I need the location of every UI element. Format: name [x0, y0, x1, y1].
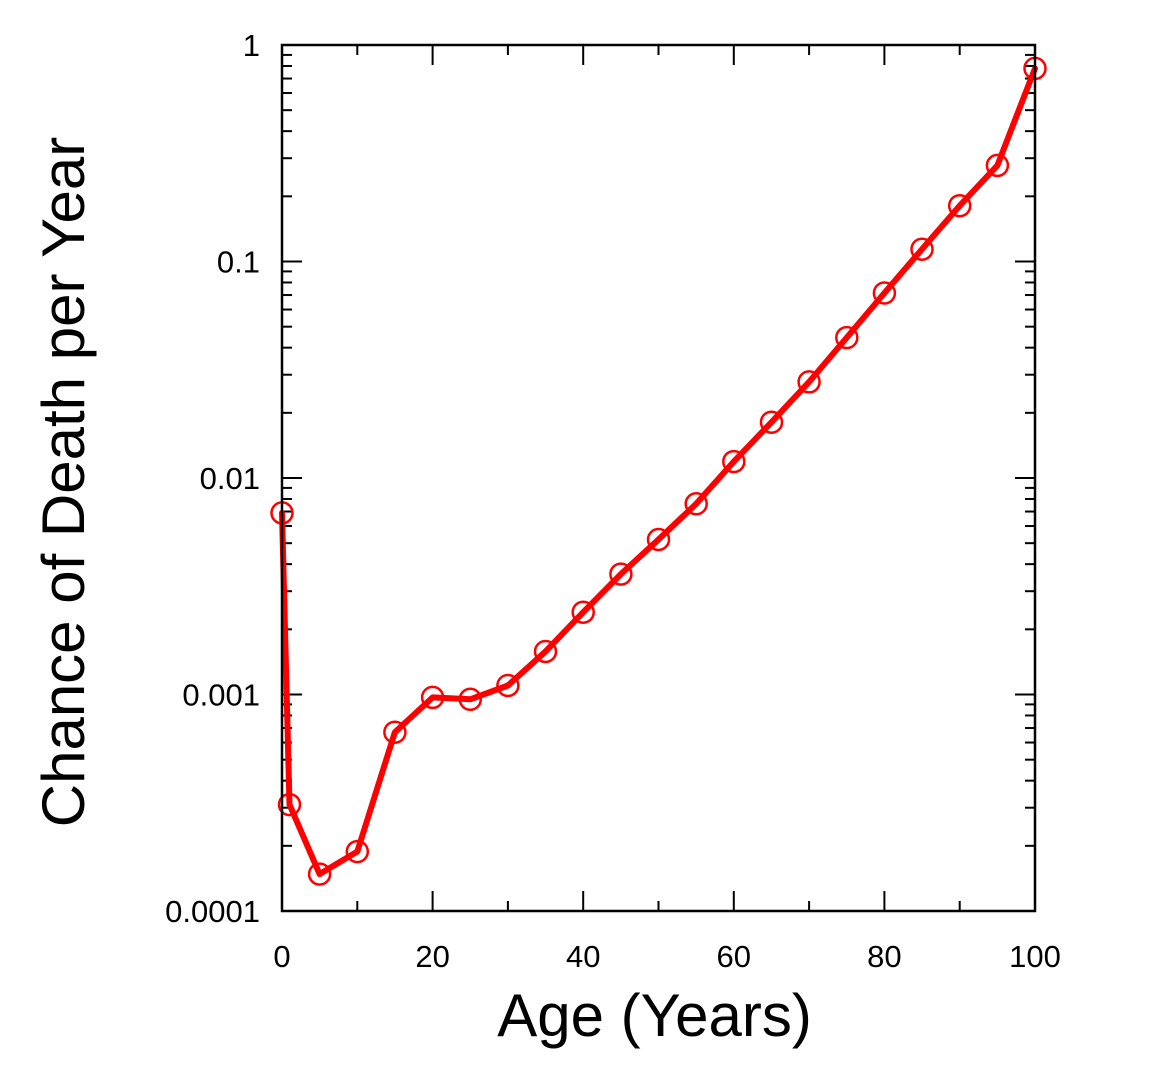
ticks-layer [281, 44, 1036, 912]
data-point [985, 153, 1010, 178]
x-tick-label: 100 [1009, 939, 1061, 974]
data-point [496, 673, 520, 698]
data-point [646, 527, 671, 552]
x-tick-label: 20 [415, 939, 449, 974]
series-layer [270, 56, 1047, 886]
data-point [797, 370, 821, 394]
data-point [420, 685, 445, 710]
data-point [571, 600, 595, 624]
data-point [759, 410, 784, 434]
tick-labels: 0 20 40 60 80 100 0.0001 0.001 0.01 0.1 1 [165, 28, 1061, 974]
data-point [609, 562, 633, 586]
x-tick-label: 60 [717, 939, 751, 974]
data-point [872, 281, 897, 305]
y-axis-title: Chance of Death per Year [30, 137, 97, 828]
data-point [835, 325, 859, 350]
x-tick-label: 0 [273, 939, 290, 974]
data-point [533, 639, 558, 664]
data-point [307, 862, 332, 886]
x-tick-label: 40 [566, 939, 600, 974]
data-point [910, 237, 934, 261]
x-axis-title: Age (Years) [497, 982, 812, 1049]
data-point [458, 687, 483, 712]
y-tick-label: 0.001 [182, 678, 260, 713]
y-tick-label: 1 [243, 28, 260, 63]
x-tick-label: 80 [867, 939, 901, 974]
y-tick-label: 0.1 [217, 245, 260, 280]
data-point [722, 449, 746, 474]
data-point [277, 792, 302, 817]
y-tick-label: 0.0001 [165, 894, 260, 929]
plot-frame [280, 43, 1037, 913]
data-point [947, 193, 972, 218]
data-point [383, 720, 407, 744]
data-point [684, 492, 708, 516]
series-line [279, 65, 1038, 878]
data-point [345, 839, 370, 864]
y-tick-label: 0.01 [200, 461, 260, 496]
